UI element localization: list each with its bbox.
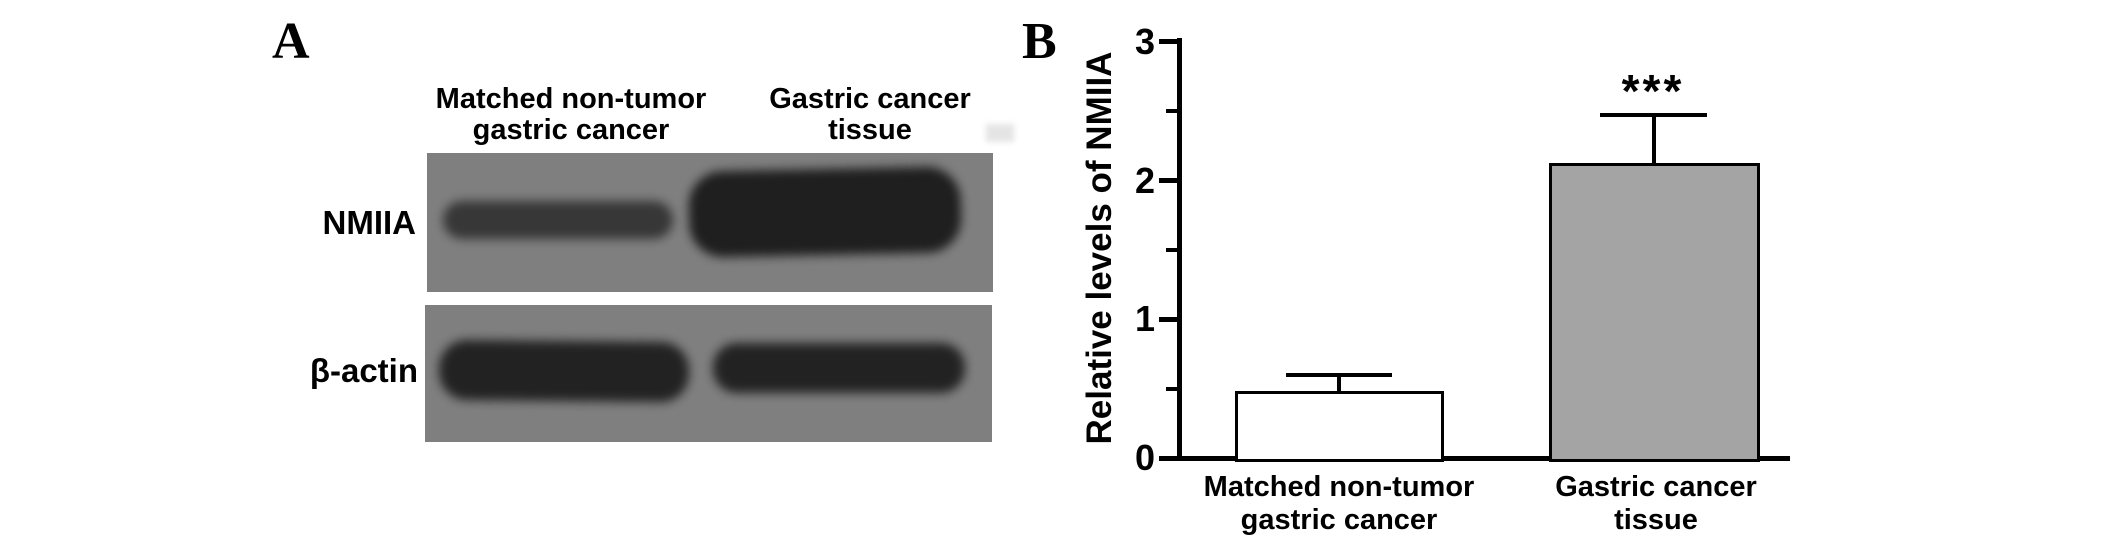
western-blot-nmiia	[427, 153, 993, 292]
error-bar-nontumor	[1286, 373, 1392, 392]
y-major-tick-3	[1159, 39, 1177, 45]
x-axis-line	[1177, 456, 1790, 461]
blot-row-label-beta-actin: β-actin	[309, 352, 418, 389]
panel-b-label: B	[1022, 13, 1057, 70]
actin-band-nontumor	[438, 339, 690, 403]
x-tick-label-tumor-line2: tissue	[1614, 504, 1698, 536]
y-tick-label-2: 2	[1134, 159, 1155, 201]
bar-nontumor	[1235, 391, 1444, 462]
error-bar-tumor	[1600, 112, 1707, 163]
y-axis-title: Relative levels of NMIIA	[1080, 51, 1119, 445]
panel-a-label: A	[272, 13, 310, 70]
x-tick-label-nontumor-line1: Matched non-tumor	[1203, 471, 1475, 503]
bar-tumor	[1549, 162, 1760, 462]
lane-header-nontumor-line1: Matched non-tumor	[435, 83, 707, 115]
lane-header-tumor: Gastric cancer tissue	[720, 84, 1020, 146]
lane-header-nontumor: Matched non-tumor gastric cancer	[421, 84, 721, 146]
y-minor-tick-2-5	[1166, 109, 1177, 114]
x-tick-label-tumor: Gastric cancer tissue	[1506, 471, 1806, 537]
y-tick-label-3: 3	[1134, 20, 1155, 62]
y-minor-tick-1-5	[1166, 247, 1177, 252]
nmiia-band-nontumor	[443, 201, 673, 239]
y-tick-label-0: 0	[1134, 437, 1155, 478]
blot-row-label-nmiia: NMIIA	[322, 204, 417, 241]
actin-band-tumor	[713, 343, 965, 393]
y-tick-label-1: 1	[1134, 298, 1155, 340]
y-minor-tick-0-5	[1166, 386, 1177, 391]
significance-asterisks: ***	[1621, 65, 1685, 117]
y-axis-line	[1177, 38, 1182, 461]
lane-header-tumor-line2: tissue	[828, 114, 912, 146]
y-major-tick-0	[1159, 455, 1177, 461]
nmiia-band-tumor	[688, 166, 962, 258]
western-blot-beta-actin	[425, 305, 992, 442]
y-major-tick-2	[1159, 178, 1177, 184]
y-major-tick-1	[1159, 316, 1177, 322]
x-tick-label-nontumor: Matched non-tumor gastric cancer	[1189, 471, 1489, 537]
scan-artifact	[986, 124, 1014, 142]
error-bar-stem	[1651, 112, 1656, 163]
lane-header-tumor-line1: Gastric cancer	[769, 83, 971, 115]
lane-header-nontumor-line2: gastric cancer	[472, 114, 670, 146]
error-bar-stem	[1337, 373, 1341, 392]
x-tick-label-tumor-line1: Gastric cancer	[1555, 471, 1757, 503]
x-tick-label-nontumor-line2: gastric cancer	[1240, 504, 1438, 536]
